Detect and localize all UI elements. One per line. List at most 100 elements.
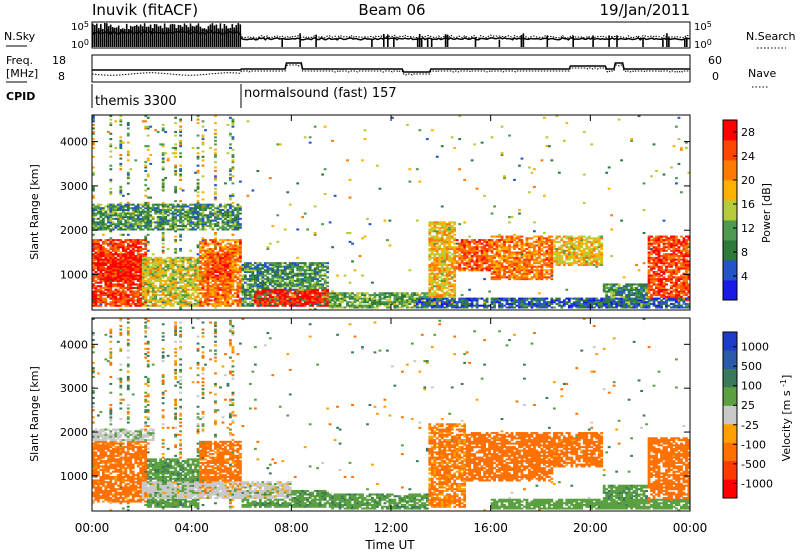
heatmap-cell xyxy=(248,279,252,282)
heatmap-cell xyxy=(126,251,130,254)
heatmap-cell xyxy=(271,271,275,274)
heatmap-cell xyxy=(164,290,168,293)
heatmap-cell xyxy=(395,292,399,295)
heatmap-cell xyxy=(316,279,320,282)
heatmap-cell xyxy=(171,226,175,229)
heatmap-cell xyxy=(161,294,165,297)
heatmap-cell xyxy=(104,297,108,300)
heatmap-cell xyxy=(510,304,514,307)
heatmap-cell xyxy=(214,274,217,277)
heatmap-cell xyxy=(234,247,237,251)
heatmap-cell xyxy=(468,269,472,272)
heatmap-cell xyxy=(271,304,275,307)
heatmap-cell xyxy=(393,297,397,300)
heatmap-cell xyxy=(453,271,457,274)
heatmap-cell xyxy=(221,223,225,226)
heatmap-cell xyxy=(231,136,235,139)
heatmap-cell xyxy=(109,279,113,282)
heatmap-cell xyxy=(296,269,300,272)
heatmap-cell xyxy=(119,120,123,123)
heatmap-cell xyxy=(258,285,262,288)
heatmap-cell xyxy=(229,177,232,180)
heatmap-cell xyxy=(216,295,220,298)
heatmap-cell xyxy=(196,210,200,213)
heatmap-cell xyxy=(216,269,220,272)
heatmap-cell xyxy=(318,263,322,266)
heatmap-cell xyxy=(296,297,300,300)
heatmap-cell xyxy=(119,143,123,146)
heatmap-cell xyxy=(201,304,205,307)
heatmap-cell xyxy=(298,274,302,277)
heatmap-cell xyxy=(101,207,105,210)
heatmap-cell xyxy=(126,154,130,157)
heatmap-cell xyxy=(92,189,95,192)
heatmap-cell xyxy=(286,292,290,295)
heatmap-cell xyxy=(96,212,100,215)
power-heatmap-cells xyxy=(92,115,691,311)
heatmap-cell xyxy=(94,244,98,247)
heatmap-cell xyxy=(201,120,205,123)
heatmap-cell xyxy=(236,210,240,213)
heatmap-cell xyxy=(316,288,320,291)
heatmap-cell xyxy=(251,269,255,272)
heatmap-cell xyxy=(211,290,215,293)
heatmap-cell xyxy=(134,223,138,226)
heatmap-cell xyxy=(503,175,506,178)
heatmap-cell xyxy=(438,304,442,307)
heatmap-cell xyxy=(189,203,192,206)
heatmap-cell xyxy=(505,239,509,242)
heatmap-cell xyxy=(92,242,95,245)
heatmap-cell xyxy=(508,246,511,249)
heatmap-cell xyxy=(261,304,265,307)
heatmap-cell xyxy=(109,276,113,279)
heatmap-cell xyxy=(366,297,369,300)
heatmap-cell xyxy=(101,242,105,245)
heatmap-cell xyxy=(92,233,95,236)
heatmap-cell xyxy=(94,207,98,210)
heatmap-cell xyxy=(256,269,260,272)
heatmap-cell xyxy=(430,285,434,288)
heatmap-cell xyxy=(333,301,337,304)
heatmap-cell xyxy=(92,290,95,293)
heatmap-cell xyxy=(111,228,115,231)
heatmap-cell xyxy=(126,301,130,304)
heatmap-cell xyxy=(391,294,394,297)
heatmap-cell xyxy=(234,258,237,261)
heatmap-cell xyxy=(211,285,215,288)
heatmap-cell xyxy=(513,302,516,305)
heatmap-cell xyxy=(101,219,105,222)
heatmap-cell xyxy=(453,251,457,254)
heatmap-cell xyxy=(106,208,110,212)
heatmap-cell xyxy=(298,269,302,272)
heatmap-cell xyxy=(229,168,232,171)
heatmap-cell xyxy=(126,299,130,302)
heatmap-cell xyxy=(440,205,444,208)
heatmap-cell xyxy=(139,239,143,242)
heatmap-cell xyxy=(478,267,481,270)
heatmap-cell xyxy=(179,173,182,176)
heatmap-cell xyxy=(104,226,108,229)
heatmap-cell xyxy=(428,247,432,251)
heatmap-cell xyxy=(468,263,472,266)
heatmap-cell xyxy=(221,286,225,290)
heatmap-cell xyxy=(196,226,200,229)
heatmap-cell xyxy=(134,263,138,266)
heatmap-cell xyxy=(94,247,98,251)
heatmap-cell xyxy=(388,219,392,222)
heatmap-cell xyxy=(216,290,220,293)
heatmap-cell xyxy=(116,290,120,293)
heatmap-cell xyxy=(505,271,509,274)
heatmap-cell xyxy=(131,251,135,254)
heatmap-cell xyxy=(458,168,462,171)
heatmap-cell xyxy=(179,164,182,167)
heatmap-cell xyxy=(480,297,484,300)
heatmap-cell xyxy=(448,283,452,286)
heatmap-cell xyxy=(229,217,232,220)
heatmap-cell xyxy=(194,302,197,305)
heatmap-cell xyxy=(196,271,200,274)
heatmap-cell xyxy=(219,205,222,208)
heatmap-cell xyxy=(101,255,105,258)
heatmap-cell xyxy=(196,216,200,219)
heatmap-cell xyxy=(453,290,457,293)
heatmap-cell xyxy=(229,214,232,217)
